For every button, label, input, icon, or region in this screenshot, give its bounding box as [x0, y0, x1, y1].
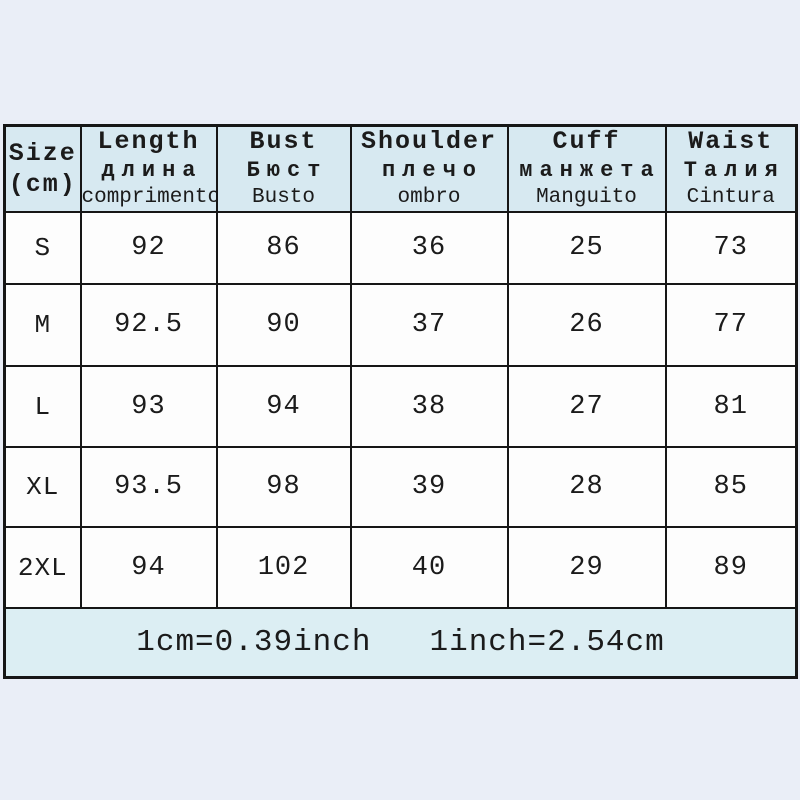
- header-length-ru: длина: [101, 158, 203, 183]
- cuff-cell: 28: [506, 446, 667, 528]
- size-chart-table: Size (cm) Length длина comprimento Bust …: [3, 124, 798, 679]
- header-row: Size (cm) Length длина comprimento Bust …: [3, 124, 798, 213]
- size-cell: S: [3, 211, 82, 285]
- header-length: Length длина comprimento: [79, 124, 218, 213]
- conversion-note: 1cm=0.39inch 1inch=2.54cm: [3, 607, 798, 678]
- waist-cell: 73: [664, 211, 798, 285]
- shoulder-cell: 40: [349, 526, 509, 609]
- waist-cell: 85: [664, 446, 798, 528]
- header-waist-ru: Талия: [683, 158, 785, 183]
- size-cell: L: [3, 365, 82, 448]
- conversion-inch-to-cm: 1inch=2.54cm: [429, 624, 665, 660]
- size-cell: XL: [3, 446, 82, 528]
- header-length-pt: comprimento: [81, 186, 217, 209]
- header-bust-pt: Busto: [251, 186, 315, 209]
- waist-cell: 81: [664, 365, 798, 448]
- table-row-s: S 92 86 36 25 73: [3, 211, 798, 285]
- bust-cell: 102: [215, 526, 352, 609]
- size-cell: 2XL: [3, 526, 82, 609]
- header-size: Size (cm): [3, 124, 82, 213]
- header-length-en: Length: [97, 127, 200, 156]
- waist-cell: 89: [664, 526, 798, 609]
- header-size-label: Size: [8, 139, 77, 168]
- header-waist-pt: Cintura: [686, 186, 775, 209]
- header-shoulder: Shoulder плечо ombro: [349, 124, 509, 213]
- conversion-cm-to-inch: 1cm=0.39inch: [136, 624, 372, 660]
- length-cell: 92: [79, 211, 218, 285]
- bust-cell: 98: [215, 446, 352, 528]
- cuff-cell: 29: [506, 526, 667, 609]
- waist-cell: 77: [664, 283, 798, 367]
- cuff-cell: 26: [506, 283, 667, 367]
- header-shoulder-ru: плечо: [381, 158, 483, 183]
- header-bust: Bust Бюст Busto: [215, 124, 352, 213]
- header-waist-en: Waist: [688, 127, 774, 156]
- table-row-l: L 93 94 38 27 81: [3, 365, 798, 448]
- header-cuff-en: Cuff: [552, 127, 621, 156]
- header-cuff-pt: Manguito: [536, 186, 637, 209]
- shoulder-cell: 37: [349, 283, 509, 367]
- header-cuff-ru: манжета: [519, 158, 661, 183]
- table-row-2xl: 2XL 94 102 40 29 89: [3, 526, 798, 609]
- length-cell: 93.5: [79, 446, 218, 528]
- header-shoulder-pt: ombro: [397, 186, 461, 209]
- shoulder-cell: 38: [349, 365, 509, 448]
- cuff-cell: 27: [506, 365, 667, 448]
- header-bust-en: Bust: [249, 127, 318, 156]
- header-waist: Waist Талия Cintura: [664, 124, 798, 213]
- bust-cell: 86: [215, 211, 352, 285]
- header-bust-ru: Бюст: [246, 158, 328, 183]
- shoulder-cell: 36: [349, 211, 509, 285]
- table-row-xl: XL 93.5 98 39 28 85: [3, 446, 798, 528]
- table-row-m: M 92.5 90 37 26 77: [3, 283, 798, 367]
- length-cell: 92.5: [79, 283, 218, 367]
- bust-cell: 94: [215, 365, 352, 448]
- header-size-unit: (cm): [8, 170, 77, 199]
- bust-cell: 90: [215, 283, 352, 367]
- header-cuff: Cuff манжета Manguito: [506, 124, 667, 213]
- length-cell: 94: [79, 526, 218, 609]
- footer-row: 1cm=0.39inch 1inch=2.54cm: [3, 607, 798, 678]
- header-shoulder-en: Shoulder: [360, 127, 498, 156]
- cuff-cell: 25: [506, 211, 667, 285]
- shoulder-cell: 39: [349, 446, 509, 528]
- size-cell: M: [3, 283, 82, 367]
- length-cell: 93: [79, 365, 218, 448]
